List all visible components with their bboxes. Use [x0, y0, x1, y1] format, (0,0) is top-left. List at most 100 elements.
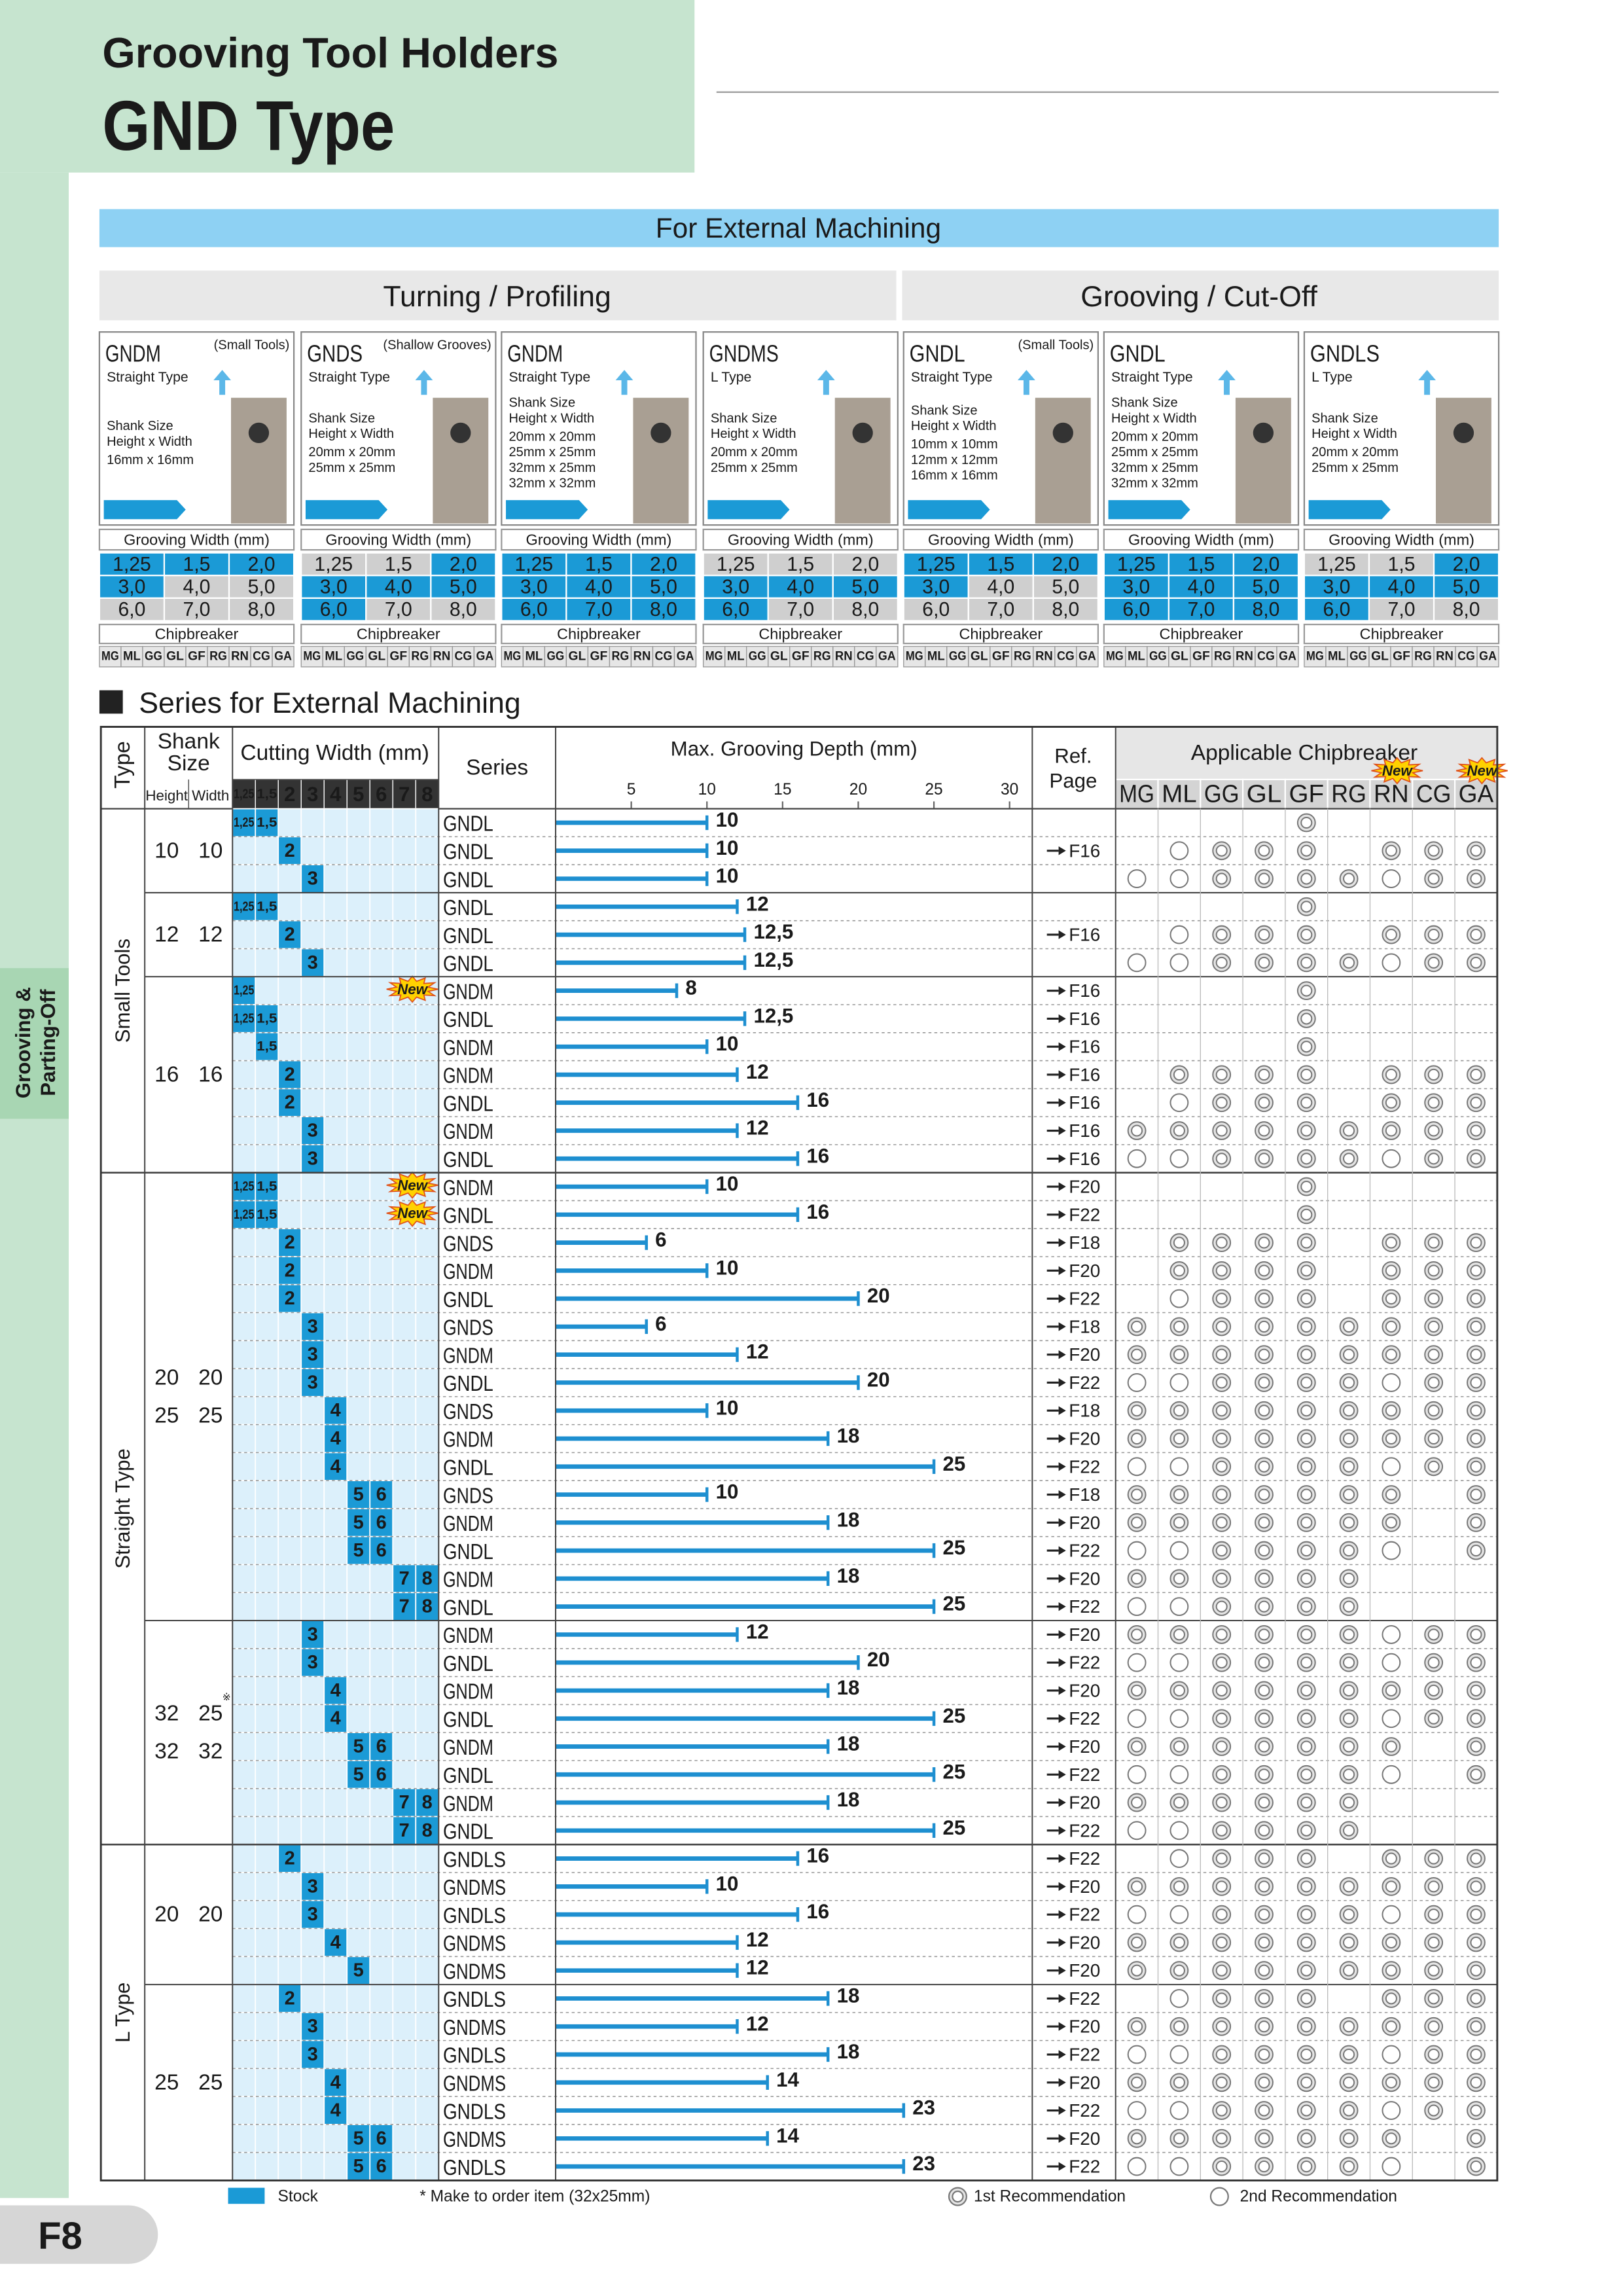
- chip-code: MG: [1106, 650, 1124, 664]
- series-name: GNDM: [443, 1512, 493, 1536]
- series-name: GNDLS: [443, 1988, 506, 2012]
- row-width: 1,5: [257, 816, 277, 830]
- width-grid-cell: [232, 1395, 257, 1426]
- width-grid-cell: [277, 1508, 302, 1537]
- first-recommendation-inner: [1385, 1068, 1397, 1081]
- first-recommendation-inner: [1258, 1488, 1270, 1501]
- depth-label: 18: [837, 1424, 860, 1447]
- width-grid-cell: [346, 1564, 371, 1594]
- series-name: GNDL: [443, 868, 493, 892]
- width-cell-label: 3,0: [1323, 577, 1351, 598]
- first-recommendation-inner: [1470, 1936, 1482, 1948]
- width-cell-label: 4,0: [1388, 577, 1416, 598]
- second-recommendation: [1169, 1597, 1189, 1617]
- first-recommendation-inner: [1215, 2132, 1228, 2145]
- first-recommendation-inner: [1131, 1320, 1143, 1333]
- first-recommendation-inner: [1215, 1712, 1228, 1725]
- ref-arrow-head: [1058, 846, 1066, 855]
- width-grid-cell: [232, 1872, 257, 1901]
- width-grid-cell: [255, 1564, 279, 1594]
- width-grid-cell: [346, 892, 371, 922]
- chip-code: CG: [1257, 650, 1275, 664]
- row-width: 3: [308, 1624, 318, 1645]
- chip-code: GL: [971, 650, 988, 664]
- chip-cell: [120, 645, 143, 668]
- width-cell: [300, 597, 367, 622]
- row-width: 3: [308, 2016, 318, 2037]
- width-grid-cell: [277, 2039, 302, 2070]
- ref-arrow-head: [1058, 1406, 1066, 1415]
- chip-code: GA: [1479, 650, 1497, 664]
- width-grid-cell: [369, 1060, 394, 1090]
- width-grid-cell: [277, 2096, 302, 2125]
- width-grid-cell: [369, 1704, 394, 1734]
- width-grid-cell: [392, 920, 417, 950]
- shank-width: 20: [198, 1365, 223, 1390]
- chip-code: ML: [1128, 650, 1145, 664]
- chip-code: GG: [546, 650, 564, 664]
- width-cell-label: 3,0: [922, 577, 950, 598]
- ref-arrow-head: [1058, 1266, 1066, 1276]
- card-type: Straight Type: [107, 370, 188, 385]
- first-recommendation-inner: [1300, 1208, 1313, 1221]
- card-width-label: Grooving Width (mm): [124, 531, 270, 548]
- first-recommendation-inner: [1300, 1153, 1313, 1165]
- first-recommendation-inner: [1300, 1320, 1313, 1333]
- chip-cell: [408, 645, 432, 668]
- depth-label: 25: [942, 1760, 965, 1783]
- width-grid-cell: [277, 1116, 302, 1145]
- width-grid-cell: [392, 1116, 417, 1145]
- width-grid-cell: [255, 1088, 279, 1118]
- ref-arrow-head: [1058, 1630, 1066, 1640]
- first-recommendation-inner: [1300, 1909, 1313, 1921]
- second-recommendation: [1127, 1653, 1147, 1672]
- first-recommendation-inner: [1470, 2132, 1482, 2145]
- width-grid-cell: [232, 1424, 257, 1454]
- first-recommendation-inner: [1427, 1712, 1440, 1725]
- first-recommendation-inner: [1300, 2104, 1313, 2117]
- card-shank: Shank Size: [1311, 411, 1378, 425]
- first-recommendation-inner: [1215, 929, 1228, 941]
- card-name: GNDM: [507, 341, 563, 367]
- row-width: 2: [285, 1232, 295, 1253]
- width-grid-cell: [392, 2151, 417, 2181]
- first-recommendation-inner: [1258, 1096, 1270, 1109]
- chip-header-code: GG: [1204, 780, 1240, 808]
- series-name: GNDL: [443, 1008, 493, 1032]
- ref-arrow-head: [1058, 1238, 1066, 1247]
- first-recommendation-inner: [1300, 1096, 1313, 1109]
- first-recommendation-inner: [1385, 1265, 1397, 1277]
- width-grid-cell: [232, 1647, 257, 1677]
- width-grid-cell: [369, 1031, 394, 1062]
- second-recommendation: [1169, 1289, 1189, 1308]
- first-recommendation-inner: [1427, 1096, 1440, 1109]
- banner: For External Machining: [656, 213, 941, 243]
- chip-cell: [789, 645, 812, 668]
- direction-arrow: [506, 500, 588, 520]
- width-grid-cell: [346, 836, 371, 866]
- first-recommendation-inner: [1427, 1124, 1440, 1137]
- ref-page: F20: [1069, 1932, 1100, 1952]
- width-cell-label: 3,0: [722, 577, 749, 598]
- width-grid-cell: [232, 1928, 257, 1958]
- ref-page: F22: [1069, 1204, 1100, 1225]
- width-grid-cell: [300, 2151, 325, 2181]
- section-bg: [99, 270, 897, 321]
- width-grid-cell: [346, 948, 371, 978]
- width-grid-cell: [392, 1899, 417, 1929]
- width-cell: [1103, 597, 1170, 622]
- second-recommendation: [1127, 1541, 1147, 1560]
- first-recommendation-inner: [1258, 2132, 1270, 2145]
- chip-cell: [724, 645, 747, 668]
- chip-code: GL: [1371, 650, 1389, 664]
- width-grid-cell: [300, 1732, 325, 1761]
- first-recommendation-inner: [1215, 2104, 1228, 2117]
- first-recommendation-inner: [1385, 1992, 1397, 2005]
- width-cell-label: 8,0: [248, 599, 276, 620]
- series-name: GNDM: [443, 1792, 493, 1816]
- width-grid-cell: [392, 1228, 417, 1257]
- first-recommendation-inner: [1385, 1488, 1397, 1501]
- width-cell-label: 4,0: [585, 577, 613, 598]
- width-grid-cell: [415, 1395, 440, 1426]
- width-cell: [630, 575, 697, 599]
